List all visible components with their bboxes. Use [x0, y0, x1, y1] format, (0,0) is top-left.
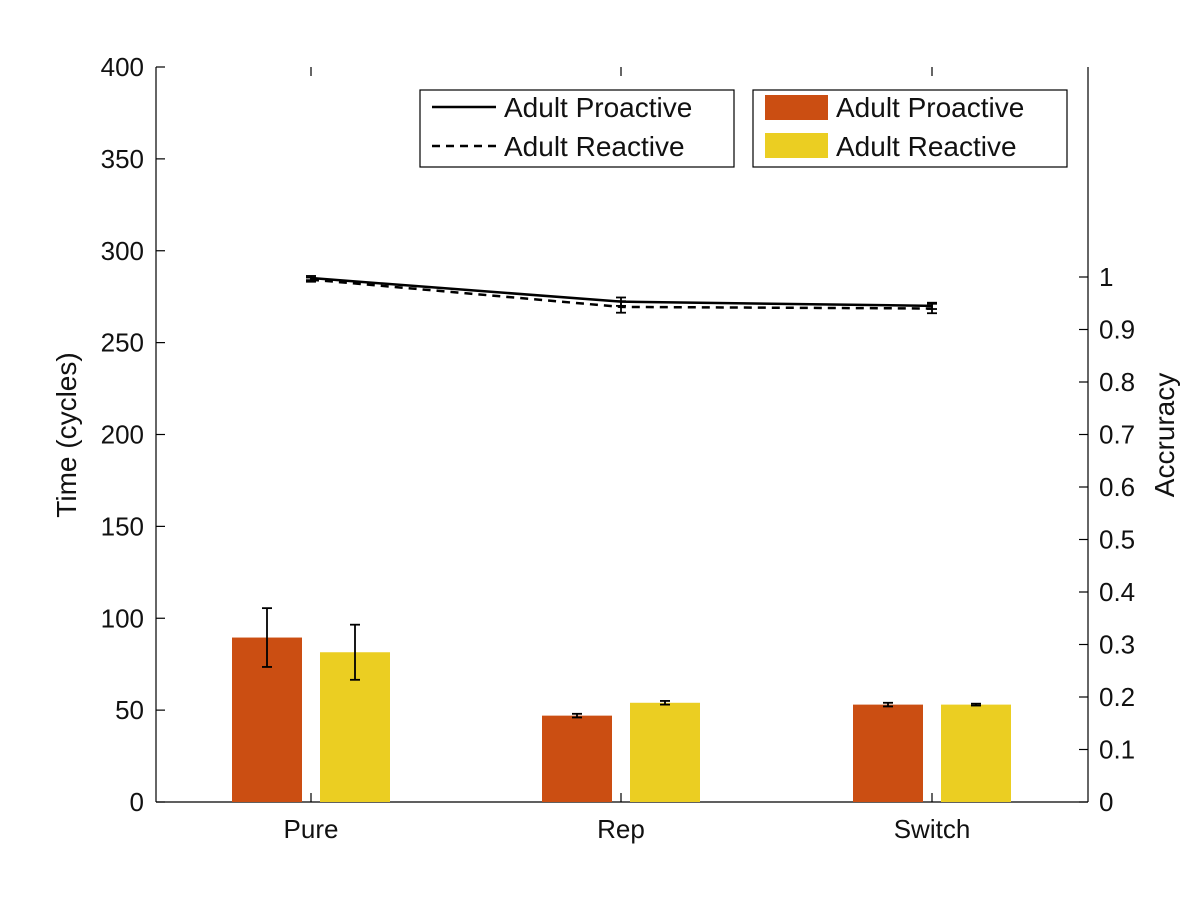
- x-tick-label-1: Rep: [597, 814, 645, 844]
- y-left-axis-title: Time (cycles): [51, 352, 82, 517]
- ticks: 0 50 100 150 200 250 300 350 400 0 0.1 0.2 0.3 0.4 0.5…: [101, 52, 1136, 844]
- y-left-tick-label-2: 100: [101, 603, 144, 633]
- y-right-tick-label-3: 0.3: [1099, 630, 1135, 660]
- bar-0-2: [853, 704, 923, 802]
- y-left-tick-label-3: 150: [101, 511, 144, 541]
- bar-0-1: [542, 715, 612, 802]
- bars: [232, 637, 1011, 802]
- legend-lines: Adult Proactive Adult Reactive: [419, 89, 735, 168]
- y-right-tick-label-10: 1: [1099, 262, 1113, 292]
- y-right-tick-label-8: 0.8: [1099, 367, 1135, 397]
- x-tick-label-0: Pure: [284, 814, 339, 844]
- legend-line-solid-label: Adult Proactive: [504, 92, 692, 123]
- bar-1-2: [941, 704, 1011, 802]
- legend-lines-box: [419, 89, 735, 168]
- y-right-tick-label-7: 0.7: [1099, 420, 1135, 450]
- y-right-tick-label-2: 0.2: [1099, 682, 1135, 712]
- line-error-bars: [306, 275, 937, 315]
- y-left-tick-label-8: 400: [101, 52, 144, 82]
- y-right-tick-label-4: 0.4: [1099, 577, 1135, 607]
- y-right-axis-title: Accruracy: [1149, 373, 1180, 497]
- legend-bars: Adult Proactive Adult Reactive: [752, 89, 1068, 168]
- y-right-tick-label-1: 0.1: [1099, 735, 1135, 765]
- y-right-tick-label-5: 0.5: [1099, 525, 1135, 555]
- bar-error-bars: [262, 607, 981, 719]
- y-left-tick-label-7: 350: [101, 144, 144, 174]
- y-right-tick-label-6: 0.6: [1099, 472, 1135, 502]
- y-right-tick-label-0: 0: [1099, 787, 1113, 817]
- legend-bar-reactive-swatch: [765, 133, 828, 158]
- y-left-tick-label-0: 0: [130, 787, 144, 817]
- legend-bar-reactive-label: Adult Reactive: [836, 131, 1017, 162]
- x-tick-label-2: Switch: [894, 814, 971, 844]
- bar-1-1: [630, 702, 700, 802]
- y-left-tick-label-4: 200: [101, 420, 144, 450]
- y-left-tick-label-6: 300: [101, 236, 144, 266]
- legend-line-dashed-label: Adult Reactive: [504, 131, 685, 162]
- y-left-tick-label-1: 50: [115, 695, 144, 725]
- y-left-tick-label-5: 250: [101, 328, 144, 358]
- y-right-tick-label-9: 0.9: [1099, 315, 1135, 345]
- legend-bar-proactive-label: Adult Proactive: [836, 92, 1024, 123]
- legend-bar-proactive-swatch: [765, 95, 828, 120]
